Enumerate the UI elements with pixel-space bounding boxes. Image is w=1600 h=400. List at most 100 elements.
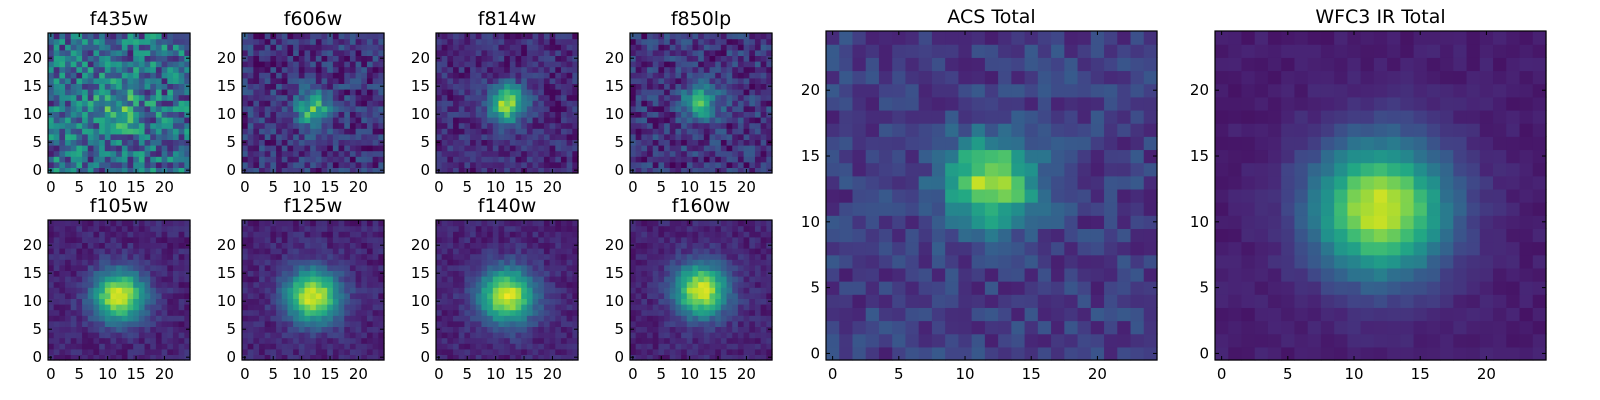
heatmap-cell <box>560 281 568 288</box>
heatmap-cell <box>167 139 174 146</box>
heatmap-cell <box>743 128 750 135</box>
heatmap-cell <box>87 61 95 68</box>
heatmap-cell <box>138 354 146 361</box>
heatmap-cell <box>264 304 271 311</box>
heatmap-cell <box>509 320 517 327</box>
heatmap-cell <box>366 150 374 157</box>
heatmap-cell <box>184 61 191 68</box>
heatmap-cell <box>99 270 106 277</box>
heatmap-cell <box>116 139 123 146</box>
heatmap-cell <box>270 225 277 232</box>
heatmap-cell <box>327 242 334 249</box>
heatmap-cell <box>720 315 728 322</box>
heatmap-cell <box>150 220 157 227</box>
heatmap-cell <box>349 156 357 163</box>
heatmap-cell <box>521 287 528 294</box>
heatmap-cell <box>538 259 545 266</box>
heatmap-cell <box>647 61 654 68</box>
heatmap-cell <box>743 145 750 152</box>
heatmap-cell <box>293 122 300 129</box>
heatmap-cell <box>538 49 545 56</box>
heatmap-cell <box>703 128 711 135</box>
heatmap-cell <box>82 354 89 361</box>
heatmap-cell <box>150 145 157 152</box>
heatmap-cell <box>321 133 328 140</box>
heatmap-cell <box>310 242 317 249</box>
heatmap-cell <box>293 264 300 271</box>
heatmap-cell <box>247 236 254 243</box>
heatmap-cell <box>749 111 756 118</box>
heatmap-cell <box>104 326 112 333</box>
heatmap-cell <box>549 161 556 168</box>
heatmap-cell <box>555 128 562 135</box>
heatmap-cell <box>652 33 659 40</box>
heatmap-cell <box>361 94 368 101</box>
heatmap-cell <box>332 150 340 157</box>
heatmap-cell <box>538 276 545 283</box>
heatmap-cell <box>93 270 100 277</box>
heatmap-cell <box>630 309 637 316</box>
heatmap-cell <box>703 276 711 283</box>
heatmap-cell <box>669 33 677 40</box>
heatmap-cell <box>93 231 100 238</box>
heatmap-cell <box>259 343 266 350</box>
heatmap-cell <box>481 33 488 40</box>
heatmap-cell <box>270 287 277 294</box>
heatmap-cell <box>338 161 345 168</box>
heatmap-cell <box>315 33 323 40</box>
heatmap-cell <box>720 309 728 316</box>
heatmap-cell <box>760 145 767 152</box>
heatmap-cell <box>338 83 345 90</box>
heatmap-cell <box>464 337 471 344</box>
heatmap-cell <box>703 270 711 277</box>
heatmap-cell <box>310 304 317 311</box>
heatmap-cell <box>253 83 260 90</box>
heatmap-cell <box>538 83 545 90</box>
heatmap-cell <box>150 128 157 135</box>
heatmap-cell <box>686 332 694 339</box>
heatmap-cell <box>127 348 134 355</box>
heatmap-cell <box>492 320 500 327</box>
heatmap-cell <box>133 292 140 299</box>
heatmap-cell <box>675 150 682 157</box>
heatmap-cell <box>184 150 191 157</box>
heatmap-cell <box>76 89 83 96</box>
heatmap-cell <box>349 89 357 96</box>
heatmap-cell <box>538 231 545 238</box>
heatmap-cell <box>93 343 100 350</box>
heatmap-cell <box>338 253 345 260</box>
heatmap-cell <box>332 49 340 56</box>
heatmap-cell <box>287 281 294 288</box>
heatmap-cell <box>133 225 140 232</box>
heatmap-cell <box>344 55 351 62</box>
heatmap-cell <box>93 150 100 157</box>
heatmap-cell <box>732 292 739 299</box>
heatmap-cell <box>259 111 266 118</box>
heatmap-cell <box>259 117 266 124</box>
heatmap-cell <box>543 343 551 350</box>
heatmap-cell <box>315 220 323 227</box>
heatmap-cell <box>355 332 362 339</box>
heatmap-cell <box>270 111 277 118</box>
heatmap-cell <box>338 354 345 361</box>
heatmap-cell <box>116 236 123 243</box>
heatmap-cell <box>48 236 55 243</box>
heatmap-cell <box>76 332 83 339</box>
heatmap-cell <box>681 304 688 311</box>
heatmap-cell <box>703 354 711 361</box>
heatmap-cell <box>749 139 756 146</box>
heatmap-cell <box>133 320 140 327</box>
heatmap-cell <box>184 105 191 112</box>
heatmap-cell <box>127 105 134 112</box>
heatmap-cell <box>116 287 123 294</box>
heatmap-cell <box>487 89 494 96</box>
x-tick-label: 20 <box>155 178 174 196</box>
heatmap-cell <box>481 348 488 355</box>
heatmap-cell <box>338 133 345 140</box>
heatmap-cell <box>543 298 551 305</box>
heatmap-cell <box>703 55 711 62</box>
heatmap-cell <box>453 128 460 135</box>
heatmap-cell <box>715 150 722 157</box>
heatmap-cell <box>344 259 351 266</box>
heatmap-cell <box>161 55 168 62</box>
